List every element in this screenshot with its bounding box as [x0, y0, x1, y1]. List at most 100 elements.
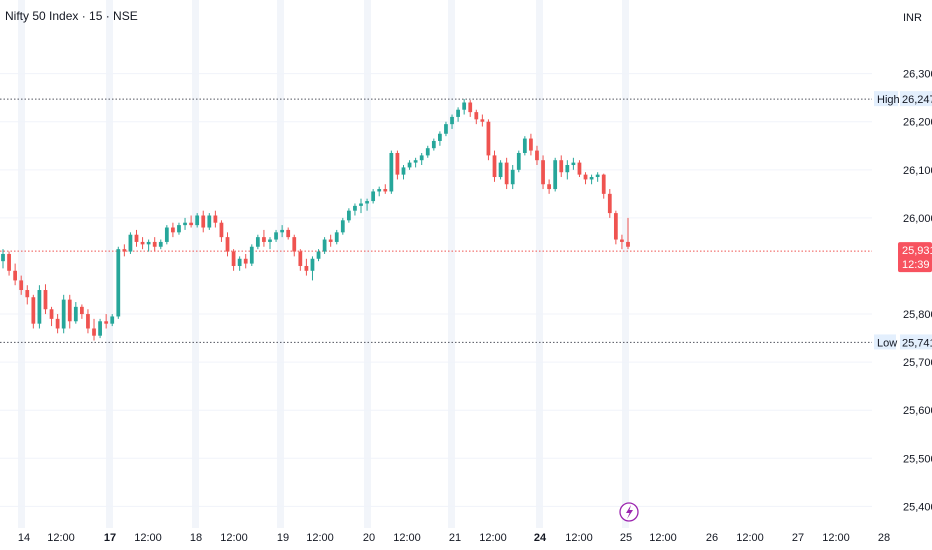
- candle-15: [92, 318, 96, 341]
- candle-body: [626, 241, 630, 247]
- candle-body: [577, 162, 582, 175]
- candle-body: [31, 297, 36, 324]
- low-value-bg: [900, 334, 932, 350]
- candle-body: [383, 189, 388, 192]
- candle-101: [613, 210, 618, 245]
- y-axis: 26,300 26,200 26,100 26,000 25,800 25,700 25,6…: [903, 69, 932, 514]
- candle-body: [365, 201, 369, 204]
- candle-body: [547, 184, 551, 190]
- candle-8: [49, 306, 54, 327]
- candle-body: [158, 241, 163, 247]
- candle-18: [110, 314, 115, 327]
- candle-body: [522, 138, 527, 153]
- candle-body: [431, 140, 436, 149]
- candle-83: [504, 157, 509, 190]
- x-tick-label: 26: [706, 532, 718, 544]
- candle-81: [492, 150, 497, 182]
- candle-body: [359, 203, 363, 206]
- session-band-7: [622, 0, 629, 528]
- high-label: High: [877, 94, 900, 106]
- candle-19: [116, 246, 121, 319]
- chart-title: Nifty 50 Index · 15 · NSE: [5, 9, 138, 23]
- candle-body: [407, 162, 412, 168]
- candle-body: [1, 253, 5, 262]
- candle-74: [450, 114, 454, 129]
- high-low-lines: [0, 98, 872, 343]
- candle-96: [583, 172, 588, 185]
- candle-body: [43, 290, 48, 310]
- candle-body: [231, 251, 236, 266]
- candle-3: [19, 275, 24, 295]
- candle-41: [249, 244, 254, 266]
- candle-23: [140, 237, 145, 250]
- candle-body: [98, 321, 102, 336]
- candle-48: [292, 234, 297, 257]
- candle-95: [577, 160, 582, 178]
- y-tick-label: 26,000: [903, 213, 932, 225]
- x-tick-label: 12:00: [393, 532, 421, 544]
- candle-body: [146, 241, 151, 245]
- candle-body: [61, 299, 66, 329]
- y-tick-label: 25,500: [903, 453, 932, 465]
- candle-93: [565, 160, 570, 180]
- x-tick-label: 12:00: [649, 532, 677, 544]
- candle-77: [468, 100, 473, 117]
- x-tick-label: 18: [190, 532, 202, 544]
- candle-102: [620, 234, 624, 250]
- candle-body: [122, 249, 127, 252]
- candle-72: [438, 131, 442, 146]
- candle-4: [25, 285, 30, 305]
- candle-body: [401, 167, 406, 175]
- candle-94: [571, 157, 576, 170]
- candle-63: [383, 184, 388, 194]
- candle-80: [486, 119, 491, 161]
- candle-36: [219, 220, 224, 242]
- candle-body: [25, 290, 30, 298]
- candle-body: [213, 215, 218, 223]
- candle-body: [280, 229, 285, 233]
- candle-body: [177, 225, 181, 233]
- session-band-0: [18, 0, 25, 528]
- x-axis: 14 12:00 17 12:00 18 12:00 19 12:00 20 12:00 21 12:…: [18, 532, 890, 544]
- x-tick-label: 12:00: [822, 532, 850, 544]
- candle-body: [225, 237, 230, 252]
- candle-body: [486, 121, 491, 156]
- candle-body: [19, 280, 24, 291]
- candle-31: [189, 215, 193, 228]
- candle-body: [201, 215, 206, 228]
- candle-body: [620, 239, 624, 242]
- high-value-bg: [900, 91, 932, 107]
- candle-20: [122, 244, 127, 257]
- currency-label[interactable]: INR: [903, 12, 922, 24]
- session-band-2: [192, 0, 199, 528]
- candle-62: [377, 186, 382, 197]
- candle-71: [431, 138, 436, 151]
- candle-body: [255, 237, 260, 247]
- candle-body: [510, 169, 515, 185]
- candle-body: [607, 193, 612, 214]
- candle-body: [73, 306, 78, 322]
- candle-body: [55, 318, 60, 329]
- candle-body: [189, 222, 193, 226]
- x-tick-label: 12:00: [134, 532, 162, 544]
- candle-99: [601, 173, 606, 199]
- candle-body: [134, 234, 139, 242]
- x-tick-label: 12:00: [47, 532, 75, 544]
- lightning-icon[interactable]: [619, 502, 639, 522]
- candle-body: [492, 155, 497, 178]
- x-tick-label: 28: [878, 532, 890, 544]
- candle-body: [613, 213, 618, 240]
- candle-67: [407, 160, 412, 170]
- candle-89: [541, 155, 545, 190]
- candle-body: [480, 119, 485, 122]
- session-band-1: [106, 0, 113, 528]
- y-tick-label: 26,300: [903, 69, 932, 81]
- last-price-value: 25,931: [902, 245, 932, 257]
- candle-69: [419, 152, 424, 166]
- candle-body: [334, 232, 339, 242]
- candle-body: [456, 109, 460, 117]
- candle-body: [468, 102, 473, 113]
- candle-35: [213, 210, 218, 228]
- candle-90: [547, 179, 551, 194]
